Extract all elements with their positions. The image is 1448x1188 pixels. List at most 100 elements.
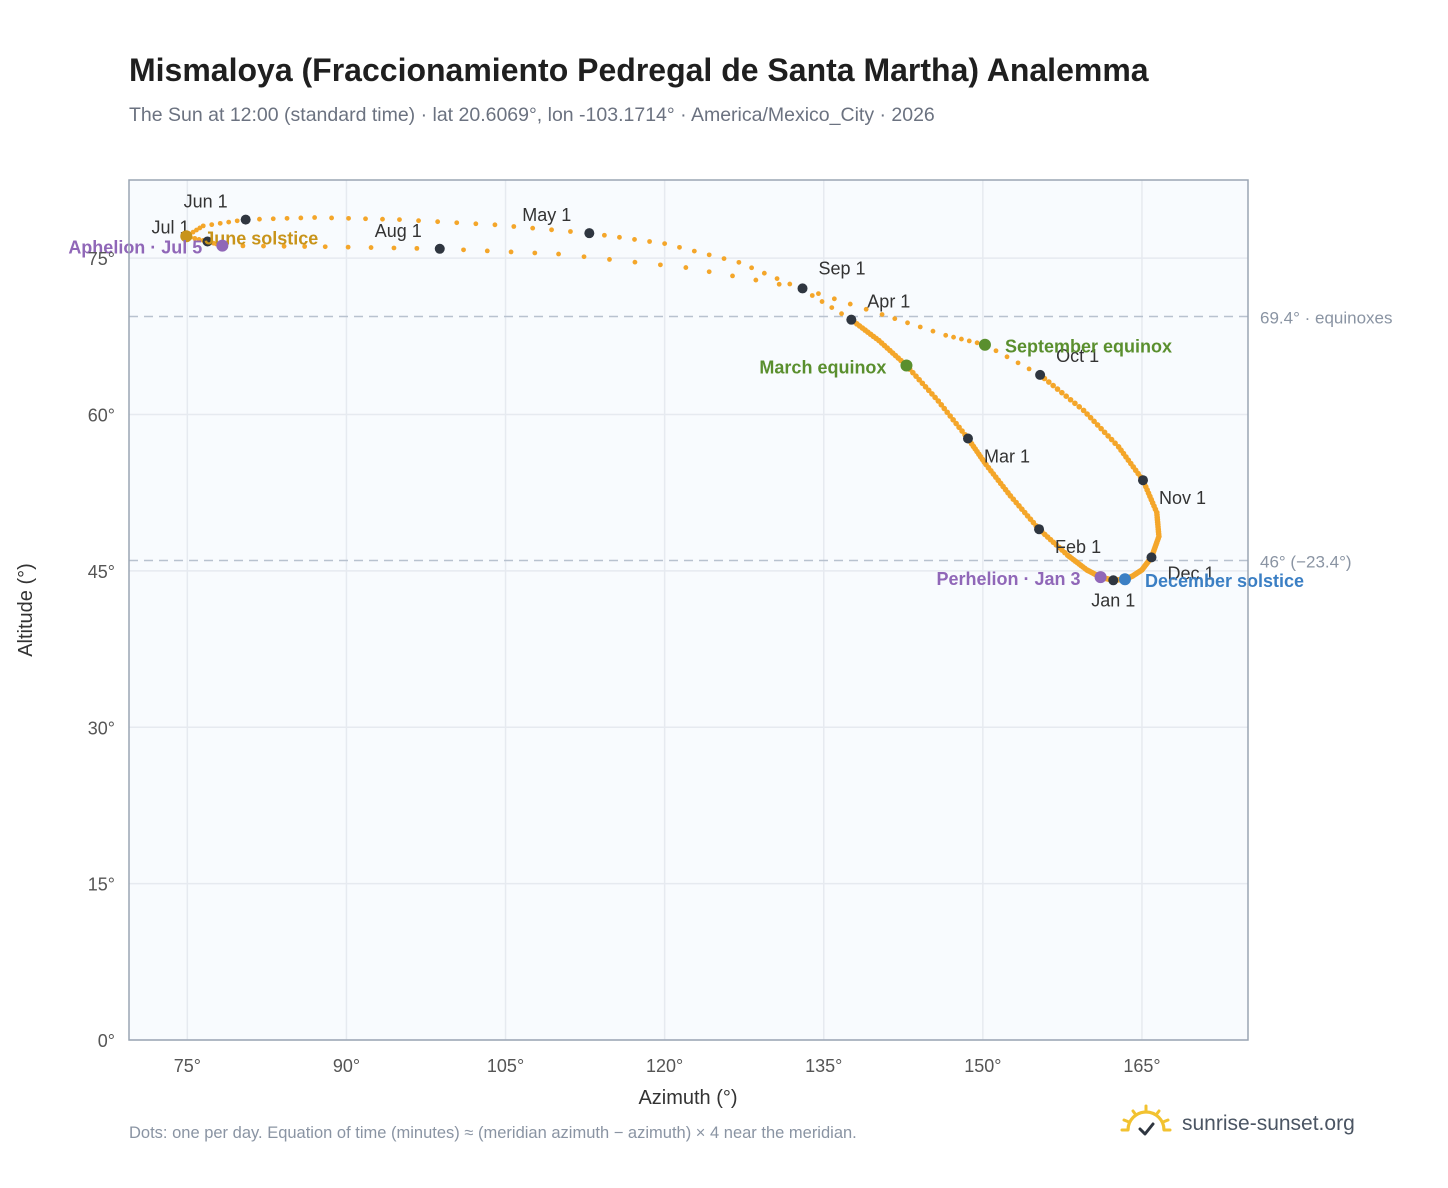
june_solstice-label: June solstice	[204, 228, 318, 248]
december_solstice-label: December solstice	[1145, 571, 1304, 591]
daily-sun-dot	[951, 334, 956, 340]
daily-sun-dot	[261, 243, 266, 249]
month-marker	[1146, 552, 1157, 563]
daily-sun-dot	[683, 265, 689, 270]
daily-sun-dot	[1054, 386, 1061, 392]
x-tick-label: 75°	[174, 1056, 201, 1076]
daily-sun-dot	[556, 251, 561, 257]
daily-sun-dot	[831, 296, 837, 302]
x-axis-label: Azimuth (°)	[638, 1087, 737, 1109]
daily-sun-dot	[761, 270, 767, 276]
daily-sun-dot	[956, 424, 962, 431]
daily-sun-dot	[993, 348, 999, 354]
daily-sun-dot	[1098, 425, 1104, 432]
daily-sun-dot	[959, 336, 964, 342]
daily-sun-dot	[1059, 389, 1065, 396]
daily-sun-dot	[1087, 414, 1094, 421]
reference-line-label: 69.4° · equinoxes	[1260, 309, 1393, 328]
month-marker-label: Dec 1	[1167, 563, 1214, 583]
daily-sun-dot	[930, 328, 936, 334]
daily-sun-dot	[943, 332, 949, 338]
daily-sun-dot	[217, 220, 223, 226]
apsis-label: Aphelion · Jul 5	[68, 238, 202, 258]
month-marker	[1034, 524, 1045, 535]
daily-sun-dot	[657, 262, 663, 268]
daily-sun-dot	[938, 401, 945, 408]
daily-sun-dot	[368, 245, 374, 250]
month-marker	[434, 243, 445, 254]
daily-sun-dot	[1067, 396, 1074, 403]
daily-sun-dot	[632, 237, 637, 242]
daily-sun-dot	[839, 311, 844, 317]
apsis-marker	[216, 239, 229, 252]
daily-sun-dot	[192, 235, 198, 241]
daily-sun-dot	[1072, 400, 1078, 407]
daily-sun-dot	[829, 305, 835, 310]
month-marker	[962, 433, 973, 444]
daily-sun-dot	[461, 247, 466, 253]
daily-sun-dot	[435, 219, 441, 225]
daily-sun-dot	[879, 312, 885, 317]
daily-sun-dot	[601, 232, 607, 238]
daily-sun-dot	[270, 216, 276, 222]
month-marker-label: Mar 1	[984, 447, 1030, 467]
daily-sun-dot	[298, 215, 304, 221]
chart-title: Mismaloya (Fraccionamiento Pedregal de S…	[129, 52, 1149, 88]
daily-sun-dot	[691, 248, 697, 254]
daily-sun-dot	[240, 243, 246, 249]
daily-sun-dot	[749, 265, 755, 271]
daily-sun-dot	[721, 256, 727, 261]
y-axis-label: Altitude (°)	[15, 563, 37, 657]
month-marker	[1137, 475, 1148, 486]
daily-sun-dot	[1026, 366, 1032, 372]
month-marker-label: Jan 1	[1091, 590, 1135, 610]
daily-sun-dot	[632, 259, 638, 265]
x-tick-label: 165°	[1123, 1056, 1160, 1076]
plot-area	[129, 180, 1248, 1040]
apsis-marker	[1094, 571, 1107, 584]
plot-frame	[128, 179, 1249, 1041]
daily-sun-dot	[966, 338, 972, 344]
apsis-label: Perhelion · Jan 3	[937, 569, 1081, 589]
month-marker-label: Aug 1	[375, 221, 422, 241]
month-marker	[240, 214, 251, 225]
daily-sun-dot	[1112, 440, 1118, 447]
month-marker-label: Jul 1	[151, 218, 189, 238]
daily-sun-dot	[662, 241, 668, 246]
daily-sun-dot	[776, 281, 782, 287]
equinox-marker	[978, 338, 991, 351]
daily-sun-dot	[532, 250, 538, 256]
chart-subtitle: The Sun at 12:00 (standard time) · lat 2…	[129, 104, 935, 126]
daily-sun-dot	[974, 340, 980, 346]
daily-sun-dot	[397, 217, 402, 223]
daily-sun-dot	[530, 225, 536, 231]
daily-sun-dot	[816, 291, 821, 297]
daily-sun-dot	[607, 257, 612, 262]
x-tick-label: 90°	[333, 1056, 360, 1076]
daily-sun-dot	[1101, 429, 1108, 436]
daily-sun-dot	[1050, 382, 1056, 389]
month-marker-label: Sep 1	[819, 258, 866, 278]
daily-sun-dot	[1015, 360, 1021, 366]
daily-sun-dot	[1080, 407, 1087, 414]
daily-sun-dot	[1108, 436, 1115, 443]
month-marker-label: Apr 1	[867, 292, 910, 312]
daily-sun-dot	[753, 277, 759, 283]
brand-logo: sunrise-sunset.org	[1120, 1104, 1355, 1144]
daily-sun-dot	[787, 281, 793, 287]
daily-sun-dot	[950, 416, 956, 423]
daily-sun-dot	[617, 234, 622, 240]
daily-sun-dot	[1063, 393, 1070, 399]
december_solstice-marker	[1118, 573, 1131, 586]
x-tick-label: 105°	[487, 1056, 524, 1076]
daily-sun-dot	[284, 215, 290, 221]
month-marker-label: Feb 1	[1055, 537, 1101, 557]
sun-icon	[1120, 1104, 1172, 1136]
equinox-label: March equinox	[759, 358, 886, 378]
daily-sun-dot	[346, 215, 351, 221]
daily-sun-dot	[905, 320, 910, 326]
daily-sun-dot	[736, 259, 742, 265]
daily-sun-dot	[209, 222, 215, 228]
y-tick-label: 45°	[88, 562, 115, 582]
daily-sun-dot	[511, 224, 517, 229]
